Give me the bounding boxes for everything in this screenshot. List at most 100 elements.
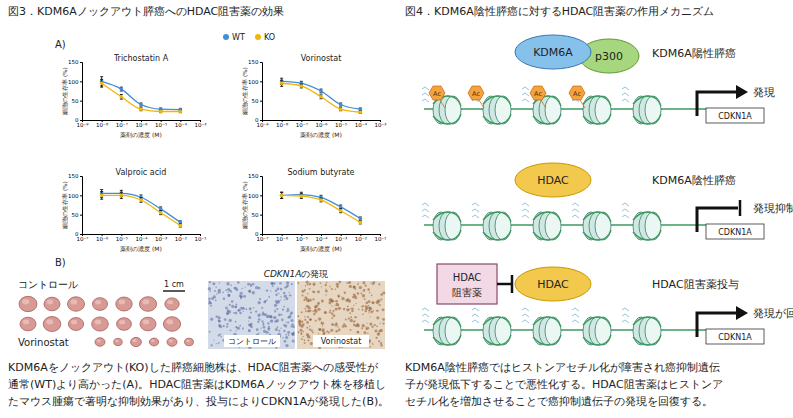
tumor-highlight [22, 299, 29, 304]
inhibitor-box [437, 264, 497, 304]
ihc-cell [307, 284, 309, 286]
ihc-cell [362, 281, 365, 284]
ihc-cell [370, 316, 371, 317]
ihc-cell [308, 311, 310, 313]
ihc-cell [353, 286, 356, 289]
ihc-cell [287, 331, 290, 334]
tick-label: 10⁻¹ [374, 236, 386, 242]
ihc-cell [277, 288, 280, 291]
data-point [339, 107, 343, 111]
ihc-cell [308, 306, 311, 309]
tumor-highlight [166, 319, 173, 324]
ihc-cell [306, 327, 308, 329]
ihc-cell [223, 325, 225, 327]
protein-label: p300 [595, 50, 623, 63]
histone-tail [522, 99, 529, 102]
ihc-cell [267, 322, 269, 324]
tumor [43, 317, 61, 332]
ihc-cell [231, 291, 232, 292]
tick: 10⁻⁴ [175, 120, 188, 128]
histone-tail [422, 308, 429, 311]
error-bar [159, 207, 162, 211]
protein [515, 35, 591, 69]
tick-label: 10⁻⁶ [96, 236, 109, 242]
tumor-highlight [132, 339, 136, 342]
tick-label: 10⁻³ [335, 236, 347, 242]
series-line [102, 83, 181, 111]
ihc-cell [328, 302, 331, 305]
histone-tail [622, 314, 629, 317]
ihc-cell [290, 311, 293, 314]
ihc-cell [328, 331, 330, 333]
ihc-cell [317, 308, 320, 311]
data-point [359, 217, 363, 221]
ihc-cell [382, 318, 385, 321]
tick: 50 [72, 98, 83, 104]
ihc-cell [335, 323, 338, 326]
ihc-cell [226, 282, 229, 285]
ihc-cell [213, 339, 214, 340]
ihc-image: CDKN1Aの発現コントロールVorinostat [208, 269, 386, 349]
ihc-cell [343, 308, 345, 310]
ihc-cell [239, 295, 241, 297]
nucleosome [622, 87, 661, 124]
histone-tail [522, 308, 529, 311]
ihc-cell [331, 313, 333, 315]
ihc-cell [235, 321, 237, 323]
ihc-cell [261, 320, 263, 322]
ihc-cell [278, 330, 280, 332]
x-axis-title: 薬剤の濃度 (M) [300, 245, 342, 252]
ihc-cell [248, 320, 249, 321]
ihc-cell [285, 297, 288, 300]
ihc-cell [225, 289, 227, 291]
ihc-cell [274, 282, 276, 284]
ihc-cell [252, 291, 255, 294]
nucleosome [522, 87, 561, 124]
ihc-cell [372, 302, 374, 304]
ihc-cell [382, 308, 385, 311]
error-bar [359, 108, 362, 110]
ihc-cell [240, 307, 241, 308]
ihc-cell [249, 307, 252, 310]
ihc-cell [255, 310, 257, 312]
tick-mark [260, 120, 262, 121]
ihc-cell [371, 282, 372, 283]
ihc-cell [307, 316, 309, 318]
ihc-cell [312, 331, 314, 333]
ihc-cell [227, 313, 229, 315]
ihc-cell [368, 312, 369, 313]
ihc-cell [280, 299, 281, 300]
tick: 10⁻⁵ [155, 120, 167, 128]
ihc-cell [376, 316, 379, 319]
error-bar [100, 191, 103, 199]
histone-tail [622, 87, 629, 90]
error-bar [359, 217, 362, 220]
ihc-cell [271, 282, 274, 285]
ihc-cell [275, 290, 277, 292]
tick-label: 0 [75, 231, 79, 237]
ihc-cell [285, 344, 288, 347]
histone-tail [422, 320, 429, 323]
data-point [280, 194, 284, 198]
ihc-cell [302, 323, 305, 326]
ihc-cell [257, 314, 260, 317]
data-point [159, 110, 163, 114]
nucleosome [422, 308, 461, 345]
error-bar [300, 194, 303, 199]
ihc-cell [229, 319, 232, 322]
tick-label: 0 [255, 231, 259, 237]
ihc-cell [348, 309, 349, 310]
ihc-cell [269, 315, 272, 318]
series-line [102, 81, 181, 109]
tick-label: 10⁻⁵ [335, 122, 347, 128]
histone-tail [572, 308, 579, 311]
data-point [100, 194, 104, 198]
ihc-cell [272, 285, 274, 287]
tumor-highlight [119, 299, 126, 304]
ihc-title: CDKN1Aの発現 [264, 269, 329, 279]
ihc-cell [347, 298, 349, 300]
ihc-cell [332, 310, 334, 312]
data-point [339, 103, 343, 107]
ihc-cell [292, 333, 295, 336]
ihc-cell [225, 307, 228, 310]
